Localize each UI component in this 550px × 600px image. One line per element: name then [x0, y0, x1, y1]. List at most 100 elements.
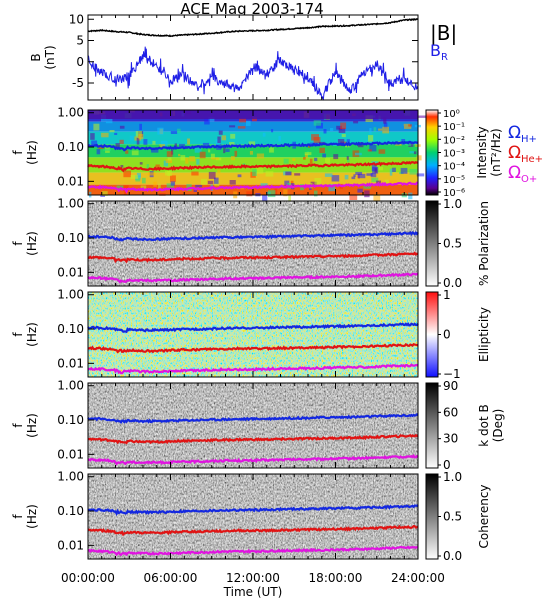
- intensity-speckle: [413, 151, 417, 155]
- colorbar-tick-label: −1: [443, 367, 461, 381]
- intensity-speckle: [230, 133, 236, 139]
- intensity-speckle: [283, 158, 289, 164]
- panel-0: 10 5 0 -5 B (nT): [29, 12, 419, 101]
- intensity-speckle: [163, 160, 168, 167]
- intensity-speckle: [333, 154, 339, 160]
- panel-5: 1.00 0.10 0.01 f (Hz) 1.0 0.5 0.0 Coherency: [11, 470, 491, 563]
- intensity-speckle: [129, 135, 134, 141]
- intensity-speckle: [268, 190, 276, 198]
- freq-ylabel: f: [11, 423, 25, 428]
- intensity-speckle: [170, 175, 176, 182]
- intensity-speckle: [418, 115, 426, 118]
- legend-b-radial-sub: R: [441, 52, 448, 63]
- legend-b-radial-main: B: [430, 41, 441, 60]
- x-axis-label: Time (UT): [223, 585, 283, 599]
- freq-ytick-label: 1.00: [57, 288, 84, 302]
- colorbar-bar: [425, 473, 439, 560]
- figure-title: ACE Mag 2003-174: [180, 0, 323, 18]
- freq-ylabel: f: [11, 332, 25, 337]
- gyrofrequency-line-o: [87, 181, 419, 194]
- bfield-ytick-label: -5: [72, 76, 84, 90]
- intensity-speckle: [369, 128, 372, 135]
- intensity-speckle: [369, 145, 377, 152]
- intensity-speckle: [143, 139, 148, 145]
- intensity-speckle: [285, 171, 292, 176]
- intensity-speckle: [91, 140, 98, 148]
- intensity-speckle: [170, 131, 178, 134]
- intensity-speckle: [189, 156, 195, 162]
- intensity-speckle: [292, 158, 296, 161]
- intensity-speckle: [383, 122, 388, 129]
- intensity-speckle: [269, 147, 274, 153]
- colorbar-label: Ellipticity: [477, 307, 491, 362]
- intensity-speckle: [409, 151, 414, 154]
- bfield-series-group: [87, 18, 419, 101]
- x-tick-label: 00:00:00: [61, 571, 115, 585]
- intensity-speckle: [165, 171, 170, 176]
- intensity-speckle: [311, 134, 319, 141]
- intensity-speckle: [208, 149, 211, 153]
- colorbar-tick-label: 1.0: [443, 197, 462, 211]
- colorbar-label: % Polarization: [477, 201, 491, 286]
- intensity-speckle: [382, 126, 389, 134]
- intensity-speckle: [237, 174, 242, 178]
- panel-1: 1.00 0.10 0.01 f (Hz) 10⁰ 10⁻¹ 10⁻² 10⁻³ 10⁻⁴ 10⁻⁵…: [11, 106, 503, 202]
- ellipticity-spectrogram: [88, 292, 418, 377]
- intensity-speckle: [119, 139, 124, 144]
- freq-ytick-label: 0.10: [57, 322, 84, 336]
- intensity-speckle: [114, 132, 118, 135]
- intensity-speckle: [378, 128, 383, 131]
- intensity-speckle: [102, 191, 108, 196]
- legend-b-radial: BR: [430, 41, 448, 63]
- intensity-speckle: [195, 184, 203, 188]
- bfield-ytick-label: 0: [76, 55, 84, 69]
- intensity-speckle: [158, 184, 161, 191]
- intensity-speckle: [167, 157, 172, 161]
- intensity-speckle: [225, 148, 230, 152]
- colorbar-label: k dot B: [477, 404, 491, 446]
- freq-ytick-label: 0.01: [57, 538, 84, 552]
- intensity-speckle: [324, 173, 333, 177]
- intensity-speckle: [229, 180, 236, 185]
- intensity-speckle: [330, 128, 334, 131]
- intensity-speckle: [416, 173, 425, 177]
- colorbar-2: 1.0 0.5 0.0 % Polarization: [425, 197, 491, 290]
- freq-ytick-label: 0.01: [57, 174, 84, 188]
- intensity-speckle: [96, 149, 101, 155]
- intensity-speckle: [262, 132, 266, 137]
- intensity-speckle: [364, 190, 370, 198]
- x-tick-label: 06:00:00: [144, 571, 198, 585]
- colorbar-tick-label: 10⁻²: [443, 135, 465, 146]
- gyrofrequency-line-he: [87, 524, 419, 537]
- intensity-speckle: [90, 133, 95, 140]
- legend-omega-h: ΩH+: [508, 123, 537, 145]
- intensity-speckle: [101, 132, 109, 138]
- legend-omega-he: ΩHe+: [508, 143, 543, 165]
- intensity-speckle: [403, 123, 410, 127]
- intensity-speckle: [178, 153, 181, 157]
- intensity-speckle: [246, 191, 253, 197]
- colorbar-tick-label: 30: [443, 432, 458, 446]
- intensity-speckle: [363, 184, 371, 189]
- gyrofrequency-line-he: [87, 433, 419, 445]
- colorbar-label: Coherency: [477, 484, 491, 548]
- intensity-speckle: [196, 158, 200, 165]
- intensity-speckle: [123, 170, 131, 178]
- colorbar-1: 10⁰ 10⁻¹ 10⁻² 10⁻³ 10⁻⁴ 10⁻⁵ 10⁻⁶ Intensity (nT²…: [425, 109, 503, 199]
- intensity-speckle: [199, 151, 206, 159]
- intensity-speckle: [378, 149, 386, 154]
- intensity-speckle: [234, 150, 238, 157]
- intensity-speckle: [303, 157, 306, 160]
- gyrofrequency-line-h: [87, 231, 419, 242]
- freq-ytick-label: 0.10: [57, 504, 84, 518]
- intensity-speckle: [383, 117, 387, 124]
- intensity-speckle: [218, 130, 223, 135]
- freq-ylabel-units: (Hz): [25, 504, 39, 529]
- intensity-speckle: [371, 177, 379, 183]
- intensity-speckle: [130, 175, 139, 179]
- intensity-speckle: [153, 181, 157, 187]
- intensity-speckle: [340, 122, 347, 129]
- intensity-speckle: [304, 152, 312, 156]
- intensity-speckle: [353, 121, 359, 124]
